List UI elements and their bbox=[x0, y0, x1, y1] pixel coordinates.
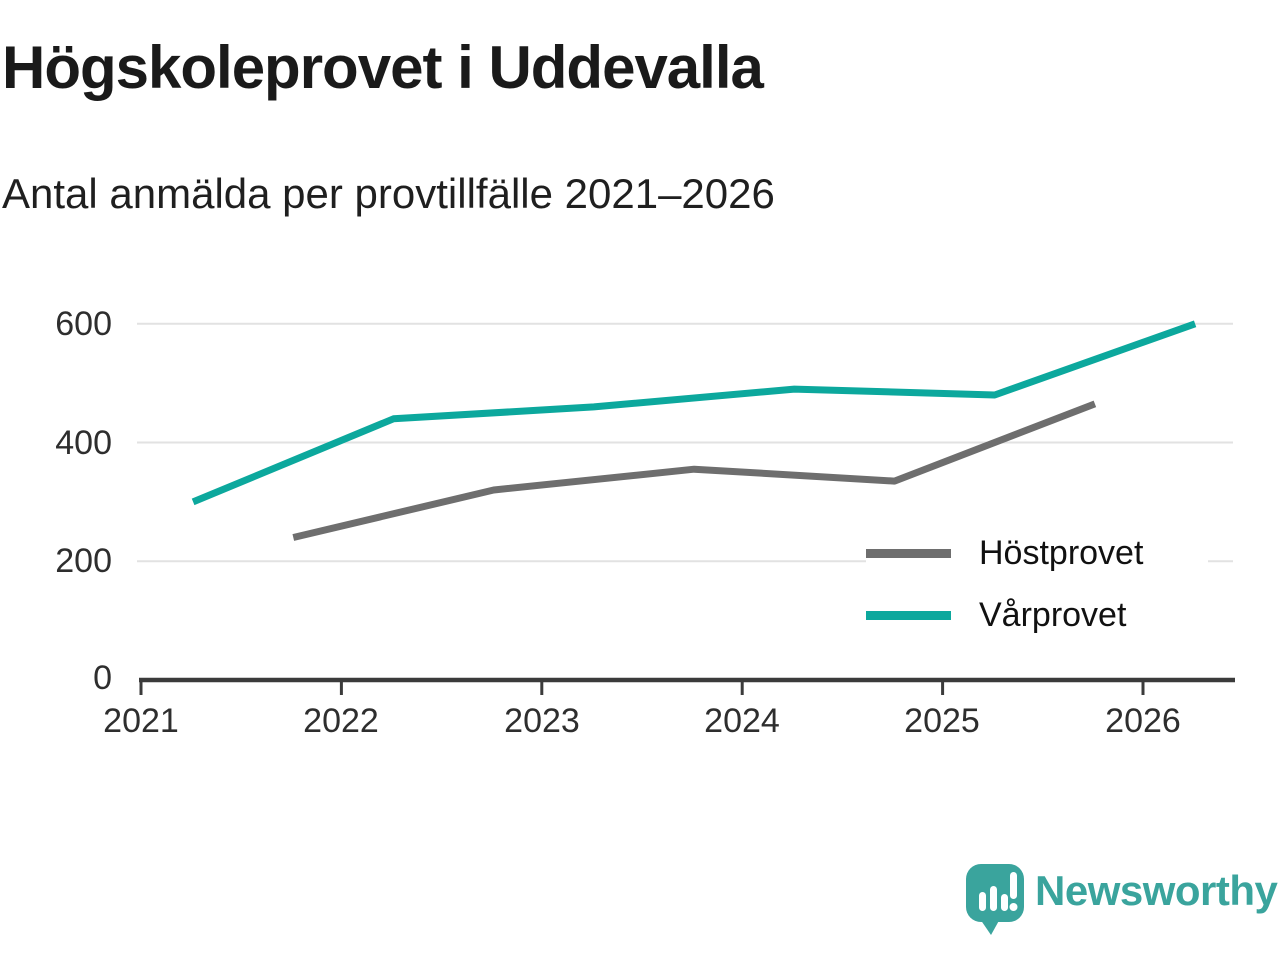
x-axis-tick-2021: 2021 bbox=[103, 702, 179, 740]
x-axis-tick-2023: 2023 bbox=[504, 702, 580, 740]
newsworthy-bubble-chart-icon bbox=[966, 864, 1024, 935]
x-axis-tick-2024: 2024 bbox=[704, 702, 780, 740]
x-axis-tick-2022: 2022 bbox=[303, 702, 379, 740]
y-axis-tick-200: 200 bbox=[55, 542, 112, 580]
hostprovet-line-swatch-icon bbox=[866, 548, 951, 558]
legend-label-hostprovet: Höstprovet bbox=[979, 533, 1144, 572]
x-axis-tick-2026: 2026 bbox=[1105, 702, 1181, 740]
legend-item-varprovet: Vårprovet bbox=[866, 584, 1208, 646]
varprovet-line-swatch-icon bbox=[866, 610, 951, 620]
y-axis-tick-600: 600 bbox=[55, 305, 112, 343]
y-axis-tick-0: 0 bbox=[93, 659, 112, 697]
chart-title: Högskoleprovet i Uddevalla bbox=[2, 34, 764, 101]
y-axis-tick-400: 400 bbox=[55, 424, 112, 462]
x-axis-tick-2025: 2025 bbox=[904, 702, 980, 740]
newsworthy-wordmark: Newsworthy bbox=[1035, 867, 1278, 914]
legend-label-varprovet: Vårprovet bbox=[979, 595, 1127, 634]
chart-subtitle: Antal anmälda per provtillfälle 2021–202… bbox=[2, 170, 775, 217]
chart-legend: Höstprovet Vårprovet bbox=[866, 522, 1208, 646]
legend-item-hostprovet: Höstprovet bbox=[866, 522, 1208, 584]
newsworthy-logo: Newsworthy bbox=[958, 858, 1278, 948]
